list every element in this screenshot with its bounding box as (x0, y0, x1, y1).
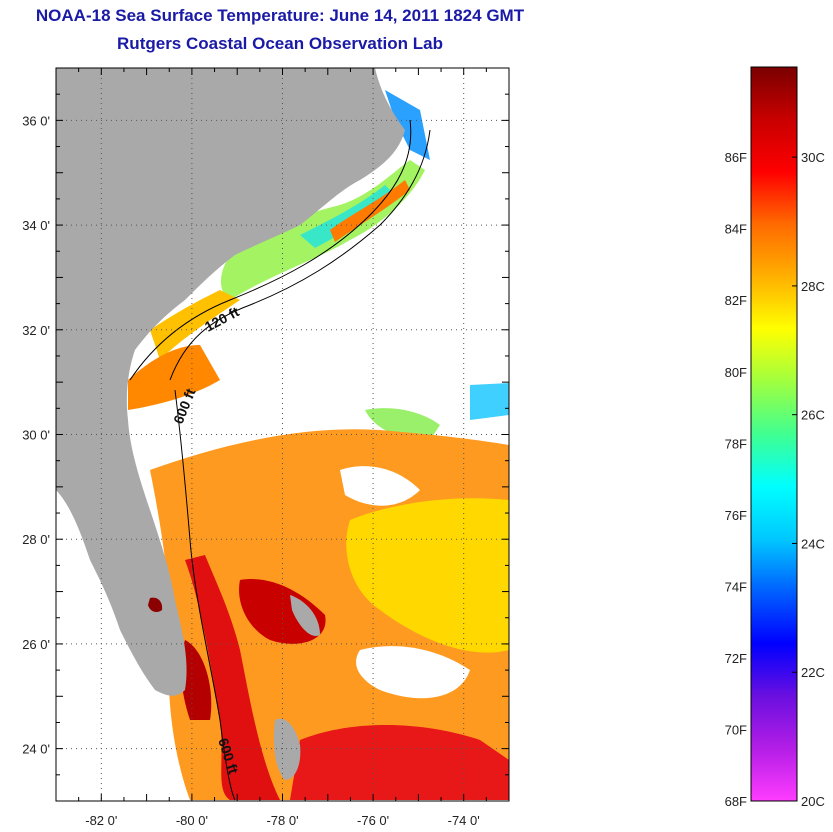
lat-label: 34 0' (22, 218, 50, 233)
colorbar-c-label: 30C (801, 150, 825, 165)
map-axis-ticks (55, 67, 510, 802)
latitude-labels: 36 0' 34 0' 32 0' 30 0' 28 0' 26 0' 24 0' (22, 113, 50, 756)
land-bahamas-abaco (290, 595, 320, 636)
colorbar-f-label: 82F (725, 293, 747, 308)
lat-label: 24 0' (22, 742, 50, 757)
colorbar-c-label: 28C (801, 279, 825, 294)
colorbar-f-label: 84F (725, 222, 747, 237)
colorbar-f-label: 78F (725, 436, 747, 451)
colorbar-c-label: 26C (801, 408, 825, 423)
land-southeast-us (56, 68, 405, 696)
longitude-labels: -82 0' -80 0' -78 0' -76 0' -74 0' (85, 813, 480, 828)
colorbar-c-label: 22C (801, 665, 825, 680)
contour-600ft-south (174, 389, 236, 801)
colorbar-f-label: 68F (725, 794, 747, 809)
contour-600ft (169, 129, 431, 381)
lon-label: -74 0' (448, 813, 480, 828)
lat-label: 32 0' (22, 323, 50, 338)
map-title: NOAA-18 Sea Surface Temperature: June 14… (35, 6, 525, 25)
graticule (56, 68, 509, 801)
sst-outer-banks (385, 90, 430, 160)
lon-label: -78 0' (266, 813, 298, 828)
lon-label: -82 0' (85, 813, 117, 828)
lat-label: 28 0' (22, 532, 50, 547)
map-content: 120 ft 600 ft 600 ft (56, 68, 509, 801)
sst-offshore-cool (470, 383, 509, 420)
sst-south-red (290, 725, 509, 800)
lon-label: -80 0' (176, 813, 208, 828)
sst-florida-straits (180, 640, 212, 720)
colorbar-celsius-labels: 30C 28C 26C 24C 22C 20C (792, 150, 825, 809)
sst-gulf-stream (185, 555, 280, 800)
colorbar-c-label: 24C (801, 536, 825, 551)
colorbar-f-label: 74F (725, 579, 747, 594)
sst-sc-shelf (150, 290, 240, 360)
colorbar-f-label: 80F (725, 365, 747, 380)
lat-label: 30 0' (22, 428, 50, 443)
contour-120ft (129, 119, 412, 381)
map-subtitle: Rutgers Coastal Ocean Observation Lab (117, 34, 443, 53)
sst-nc-coast-warm (330, 180, 410, 242)
colorbar-f-label: 70F (725, 722, 747, 737)
sst-clouds-south (356, 646, 470, 699)
land-bahamas-andros (273, 718, 301, 780)
lat-label: 26 0' (22, 637, 50, 652)
sst-yellow-east (346, 498, 509, 653)
colorbar-fahrenheit-labels: 86F 84F 82F 80F 78F 76F 74F 72F 70F 68F (725, 150, 747, 809)
sst-georgia-bight (128, 345, 220, 410)
lat-label: 36 0' (22, 113, 50, 128)
sst-clouds-central (340, 466, 420, 506)
land-lake-okeechobee (148, 597, 163, 613)
colorbar (750, 66, 798, 802)
sst-north-swath-cool (300, 185, 395, 248)
colorbar-c-label: 20C (801, 794, 825, 809)
colorbar-f-label: 86F (725, 150, 747, 165)
sst-offshore-green (365, 408, 440, 440)
colorbar-f-label: 76F (725, 508, 747, 523)
lon-label: -76 0' (357, 813, 389, 828)
colorbar-f-label: 72F (725, 651, 747, 666)
